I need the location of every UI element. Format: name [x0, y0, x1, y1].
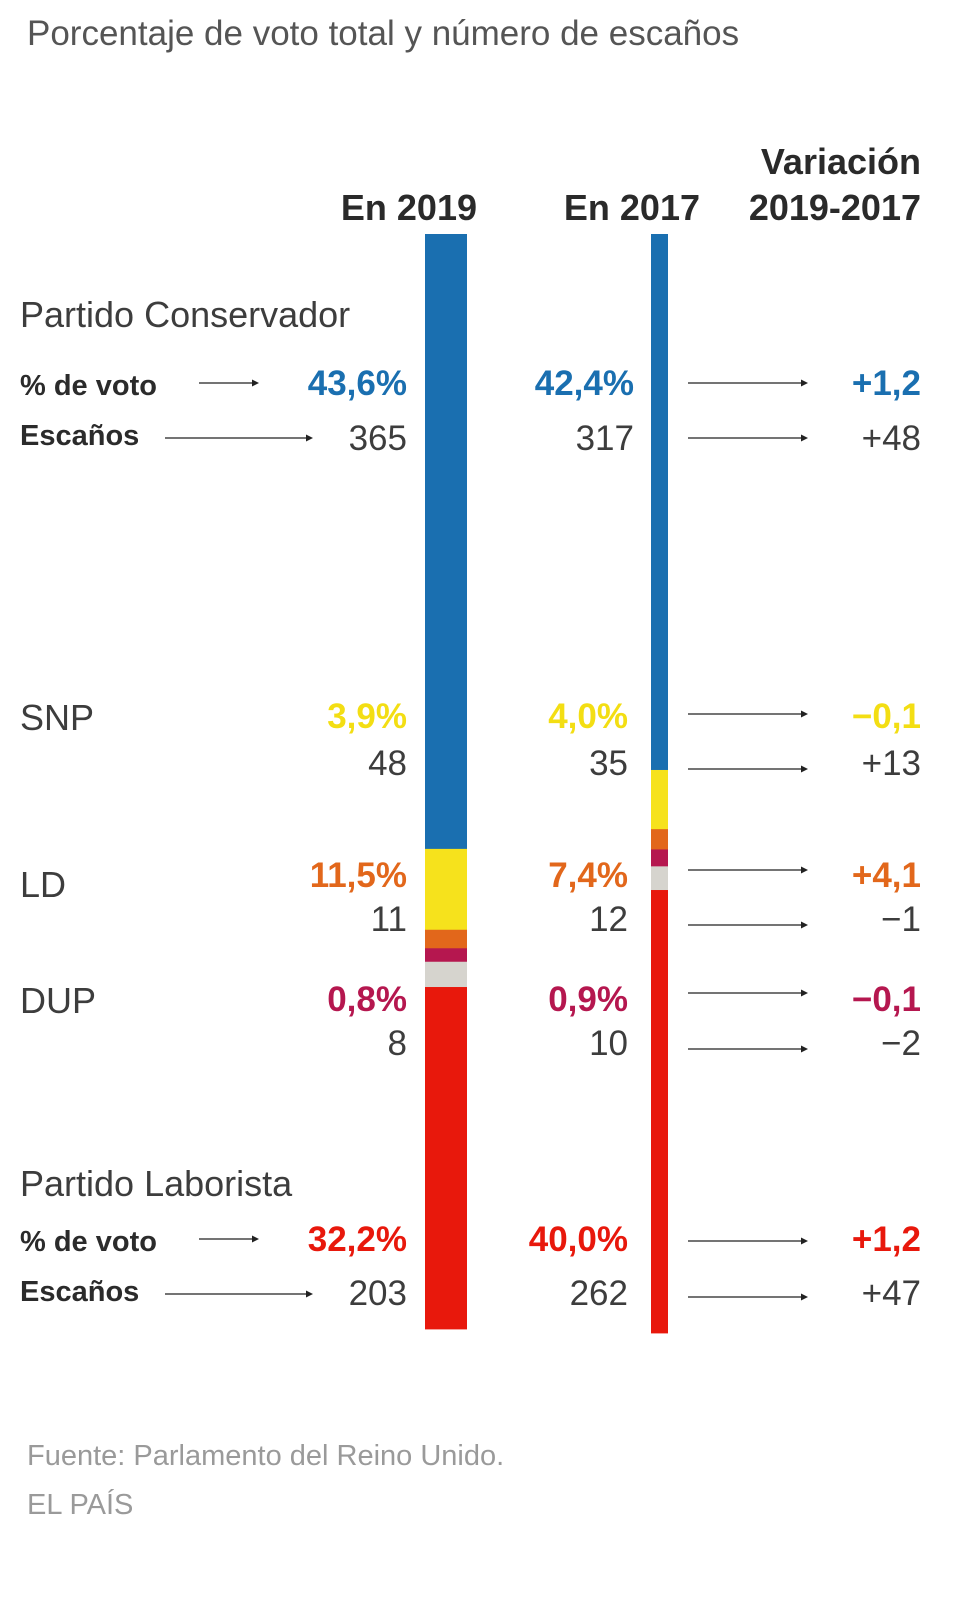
bar-segment-ld-2019	[425, 929, 467, 949]
pct-2019-conservador: 43,6%	[307, 364, 407, 403]
party-name-dup: DUP	[20, 980, 97, 1021]
bar-segment-otros-2019	[425, 961, 467, 988]
var-seats-snp: +13	[861, 744, 921, 783]
row-label-vote-laborista: % de voto	[20, 1226, 157, 1258]
row-label-vote: % de voto	[20, 370, 157, 402]
source-note: Fuente: Parlamento del Reino Unido.	[27, 1440, 505, 1472]
bar-segment-ld-2017	[651, 829, 668, 850]
pct-2017-laborista: 40,0%	[528, 1220, 628, 1259]
bar-segment-partido-conservador-2017	[651, 234, 668, 771]
bar-segment-snp-2019	[425, 848, 467, 931]
header-2019: En 2019	[340, 187, 477, 228]
party-name-laborista: Partido Laborista	[20, 1163, 293, 1204]
connector-arrow-head	[801, 989, 808, 997]
connector-arrow-head	[801, 434, 808, 442]
connector-arrow-head	[252, 379, 259, 387]
bar-segment-otros-2017	[651, 866, 668, 891]
seats-2019-dup: 8	[387, 1024, 407, 1063]
seats-2017-laborista: 262	[569, 1274, 628, 1313]
var-seats-dup: −2	[881, 1024, 921, 1063]
seats-2017-snp: 35	[589, 744, 628, 783]
seats-2019-laborista: 203	[348, 1274, 407, 1313]
connector-arrow-head	[801, 1045, 808, 1053]
pct-2019-snp: 3,9%	[327, 697, 407, 736]
row-label-seats: Escaños	[20, 420, 140, 452]
pct-2017-dup: 0,9%	[548, 980, 628, 1019]
seats-2017-ld: 12	[589, 900, 628, 939]
seats-2019-conservador: 365	[348, 419, 407, 458]
connector-arrow-head	[252, 1235, 259, 1243]
connector-arrow-head	[306, 434, 313, 442]
var-pct-snp: −0,1	[851, 697, 921, 736]
connector-arrow-head	[801, 1237, 808, 1245]
party-name-snp: SNP	[20, 697, 95, 738]
header-2017: En 2017	[563, 187, 700, 228]
bar-segment-snp-2017	[651, 769, 668, 830]
connector-arrow-head	[801, 921, 808, 929]
connector-arrow-head	[801, 765, 808, 773]
brand-logo-text: EL PAÍS	[27, 1489, 134, 1521]
var-seats-conservador: +48	[861, 419, 921, 458]
bar-segment-dup-2019	[425, 948, 467, 963]
bar-segment-dup-2017	[651, 849, 668, 867]
party-name-conservador: Partido Conservador	[20, 294, 351, 335]
header-variation-2: 2019-2017	[748, 187, 921, 228]
pct-2017-snp: 4,0%	[548, 697, 628, 736]
connector-arrow-head	[801, 866, 808, 874]
connector-arrow-head	[801, 710, 808, 718]
pct-2019-ld: 11,5%	[309, 856, 407, 895]
chart-title: Porcentaje de voto total y número de esc…	[27, 14, 740, 53]
pct-2019-laborista: 32,2%	[307, 1220, 407, 1259]
var-pct-laborista: +1,2	[851, 1220, 921, 1259]
seats-2019-snp: 48	[368, 744, 407, 783]
party-name-ld: LD	[20, 864, 67, 905]
seats-2017-dup: 10	[589, 1024, 628, 1063]
connector-arrow-head	[801, 1293, 808, 1301]
var-pct-ld: +4,1	[851, 856, 921, 895]
seats-2017-conservador: 317	[575, 419, 634, 458]
var-seats-laborista: +47	[861, 1274, 921, 1313]
var-pct-conservador: +1,2	[851, 364, 921, 403]
connector-arrow-head	[306, 1290, 313, 1298]
pct-2017-ld: 7,4%	[548, 856, 628, 895]
var-pct-dup: −0,1	[851, 980, 921, 1019]
connector-arrow-head	[801, 379, 808, 387]
header-variation-1: Variación	[760, 141, 921, 182]
var-seats-ld: −1	[881, 900, 921, 939]
seats-2019-ld: 11	[370, 900, 407, 939]
pct-2019-dup: 0,8%	[327, 980, 407, 1019]
bar-segment-partido-laborista-2017	[651, 890, 668, 1334]
row-label-seats-laborista: Escaños	[20, 1276, 140, 1308]
pct-2017-conservador: 42,4%	[534, 364, 634, 403]
bar-segment-partido-conservador-2019	[425, 234, 467, 850]
bar-segment-partido-laborista-2019	[425, 987, 467, 1330]
